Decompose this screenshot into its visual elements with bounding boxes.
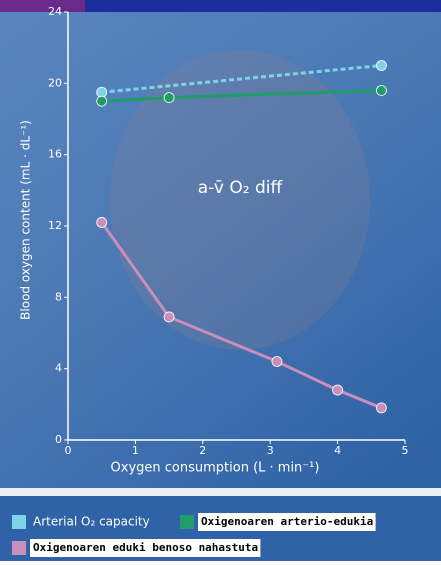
y-axis-title: Blood oxygen content (mL · dL⁻¹) (19, 120, 33, 320)
data-point (96, 217, 108, 228)
data-point (163, 311, 175, 323)
x-axis-title: Oxygen consumption (L · min⁻¹) (111, 461, 320, 476)
data-point (96, 95, 108, 107)
y-tick-label: 12 (48, 219, 62, 232)
x-tick-label: 4 (334, 444, 341, 457)
data-point (96, 86, 108, 98)
y-tick-label: 8 (55, 290, 62, 303)
legend-label: Oxigenoaren eduki benoso nahastuta (33, 541, 258, 554)
series-line (101, 64, 382, 94)
photo-figure (110, 50, 370, 350)
x-tick-label: 5 (402, 444, 409, 457)
data-point (376, 60, 387, 71)
y-tick-label: 20 (48, 76, 62, 89)
x-tick-label: 3 (267, 444, 274, 457)
legend-label-box (198, 513, 376, 531)
x-tick-label: 2 (199, 444, 206, 457)
y-tick-label: 16 (48, 148, 62, 161)
y-tick-label: 4 (55, 362, 62, 375)
separator (0, 488, 441, 496)
data-point (163, 92, 175, 103)
legend-label: Arterial O₂ capacity (33, 515, 150, 529)
data-point (271, 356, 283, 367)
annotation: a-v̄ O₂ diff (198, 178, 284, 198)
legend-label-box (30, 539, 261, 557)
top-bar (0, 0, 441, 12)
legend-swatch (12, 541, 26, 555)
legend-swatch (12, 515, 26, 529)
data-point (376, 85, 387, 96)
data-point (332, 384, 344, 396)
y-tick-label: 24 (48, 5, 62, 18)
x-tick-label: 1 (132, 444, 139, 457)
x-tick-label: 0 (65, 444, 72, 457)
legend-label: Oxigenoaren arterio-edukia (201, 515, 373, 528)
data-point (376, 402, 387, 414)
top-tab (0, 0, 85, 12)
legend-swatch (180, 515, 194, 529)
y-tick-label: 0 (55, 433, 62, 446)
